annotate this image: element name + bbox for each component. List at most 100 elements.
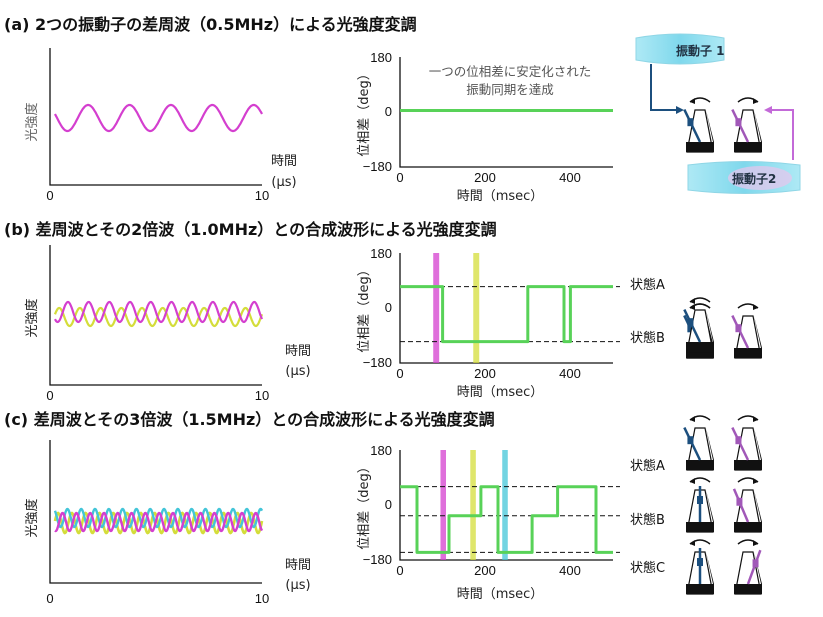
y-axis-label: 光強度 [24,298,40,337]
coupling-arrow [650,64,680,111]
svg-text:200: 200 [474,170,496,185]
series-line [400,285,613,344]
svg-text:10: 10 [255,388,269,403]
svg-text:時間: 時間 [285,344,311,359]
svg-text:400: 400 [559,563,581,578]
highlight-band [473,253,480,363]
svg-text:0: 0 [396,170,403,185]
metronome-icon [731,415,762,471]
series-line [53,507,264,529]
swing-arrow-head [690,540,695,546]
series-line [400,485,613,554]
metronome-base [686,460,714,470]
swing-arrow-head [690,478,695,484]
svg-text:0: 0 [385,300,392,315]
phase-plot-c: 180 0 −180 0 200 400 時間（msec） 位相差（deg） 状… [357,443,665,602]
y-axis-label: 位相差（deg） [357,263,372,353]
metronome-side [754,110,762,152]
metronome-side [706,310,714,352]
swing-arrow-head [690,304,695,310]
state-label: 状態A [630,277,665,293]
metronome-base [734,522,762,532]
metronome-base [734,348,762,358]
x-axis-label: 時間（msec） [457,385,544,400]
metronome-weight [735,436,742,445]
state-label: 状態C [630,560,665,576]
series-line [54,300,264,324]
y-axis-label: 光強度 [24,102,40,141]
svg-text:振動子 1: 振動子 1 [676,43,725,58]
metronome-weight [687,324,694,333]
svg-text:一つの位相差に安定化された: 一つの位相差に安定化された [429,64,592,79]
oscillator-2: 振動子2 [687,161,801,194]
svg-text:10: 10 [255,188,269,203]
y-axis-label: 位相差（deg） [357,67,372,157]
series-line [54,103,263,133]
intensity-plot-b: 光強度 0 10 時間 (μs) [24,245,311,403]
metronome-weight [735,118,742,127]
svg-text:200: 200 [474,366,496,381]
metronome-side [754,490,762,532]
swing-arrow-head [690,98,695,104]
metronome-side [706,490,714,532]
state-label: 状態A [630,458,665,474]
swing-arrow-head [753,540,758,546]
svg-text:0: 0 [385,497,392,512]
metronome-icon [686,477,714,533]
intensity-plot-a: 光強度 0 10 時間 (μs) [24,48,297,203]
metronome-side [706,110,714,152]
svg-text:180: 180 [370,50,392,65]
swing-arrow-head [690,298,695,304]
metronome-weight [687,318,694,327]
svg-text:0: 0 [396,563,403,578]
metronome-weight [697,496,703,504]
svg-text:(μs): (μs) [285,364,310,379]
svg-text:時間: 時間 [271,154,297,169]
svg-text:400: 400 [559,170,581,185]
metronome-base [734,584,762,594]
svg-text:−180: −180 [363,355,392,370]
metronome-base [734,460,762,470]
phase-plot-b: 180 0 −180 0 200 400 時間（msec） 位相差（deg） 状… [357,246,665,400]
metronome-icon [732,477,762,533]
coupling-arrow [768,109,794,160]
highlight-band [502,450,508,560]
metronome-weight [687,436,694,445]
metronome-weight [735,324,742,333]
svg-text:時間: 時間 [285,558,311,573]
x-axis-label: 時間（msec） [457,587,544,602]
swing-arrow-head [753,416,758,422]
metronome-base [686,342,714,352]
metronome-base [734,142,762,152]
metronome-weight [697,558,703,566]
panel-b-title: (b) 差周波とその2倍波（1.0MHz）との合成波形による光強度変調 [4,220,497,239]
svg-text:0: 0 [396,366,403,381]
svg-text:200: 200 [474,563,496,578]
metronome-base [686,348,714,358]
svg-text:−180: −180 [363,552,392,567]
intensity-plot-c: 光強度 0 10 時間 (μs) [24,440,311,606]
series-line [53,306,264,328]
metronome-icon [731,97,762,153]
metronome-side [754,428,762,470]
series-line [54,511,264,533]
highlight-band [440,450,447,560]
metronome-weight [752,559,759,568]
svg-text:400: 400 [559,366,581,381]
metronome-icon [731,303,762,359]
y-axis-label: 光強度 [24,498,40,537]
svg-text:0: 0 [46,188,53,203]
phase-plot-a: 180 0 −180 0 200 400 時間（msec） 位相差（deg） 一… [357,50,613,204]
metronome-weight [736,497,743,506]
metronome-side [706,428,714,470]
svg-text:(μs): (μs) [271,175,296,190]
swing-arrow-head [690,416,695,422]
highlight-band [470,450,476,560]
metronome-base [686,522,714,532]
swing-arrow-head [753,304,758,310]
svg-text:0: 0 [46,591,53,606]
metronome-weight [687,118,694,127]
metronome-side [754,316,762,358]
oscillator-1: 振動子 1 [635,33,725,65]
metronome-icon [683,415,714,471]
